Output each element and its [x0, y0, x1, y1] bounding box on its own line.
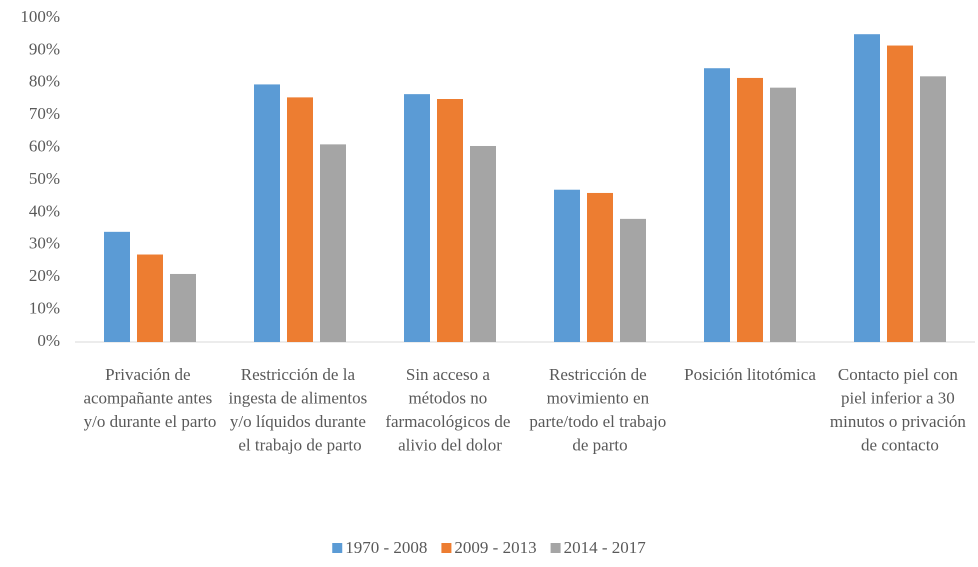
bar [254, 84, 280, 343]
y-tick-label: 50% [29, 169, 60, 188]
legend-swatch [550, 543, 561, 553]
y-tick-label: 30% [29, 234, 60, 253]
bar [620, 218, 646, 342]
bar [920, 76, 946, 342]
bar [887, 45, 913, 342]
bar [104, 231, 130, 342]
y-tick-label: 90% [29, 39, 60, 58]
y-tick-label: 80% [29, 72, 60, 91]
bar [470, 145, 496, 342]
bar [554, 189, 580, 342]
bar [587, 192, 613, 342]
x-tick-label: Restricción de movimiento en parte/todo … [529, 365, 670, 455]
x-tick-label: Restricción de la ingesta de alimentos y… [228, 365, 371, 455]
bar [287, 97, 313, 342]
legend-label: 2014 - 2017 [564, 538, 647, 557]
x-tick-label: Sin acceso a métodos no farmacológicos d… [385, 365, 514, 455]
bar [854, 34, 880, 342]
bar [137, 254, 163, 342]
y-tick-label: 100% [20, 7, 60, 26]
legend-swatch [332, 543, 343, 553]
bar [170, 273, 196, 342]
y-tick-label: 0% [37, 331, 60, 350]
bar [437, 99, 463, 342]
bar [737, 77, 763, 342]
legend-label: 2009 - 2013 [454, 538, 536, 557]
x-tick-label: Contacto piel con piel inferior a 30 min… [830, 365, 970, 455]
legend-label: 1970 - 2008 [345, 538, 427, 557]
bar [404, 94, 430, 342]
legend-swatch [441, 543, 452, 553]
y-tick-label: 70% [29, 104, 60, 123]
legend: 1970 - 2008 2009 - 2013 2014 - 2017 [332, 538, 646, 557]
y-tick-label: 20% [29, 266, 60, 285]
x-tick-label: Posición litotómica [684, 365, 816, 384]
x-tick-label: Privación de acompañante antes y/o duran… [83, 365, 216, 431]
bar [320, 144, 346, 342]
bar [770, 87, 796, 342]
y-tick-label: 40% [29, 201, 60, 220]
bar [704, 68, 730, 342]
y-tick-label: 10% [29, 299, 60, 318]
y-tick-label: 60% [29, 137, 60, 156]
